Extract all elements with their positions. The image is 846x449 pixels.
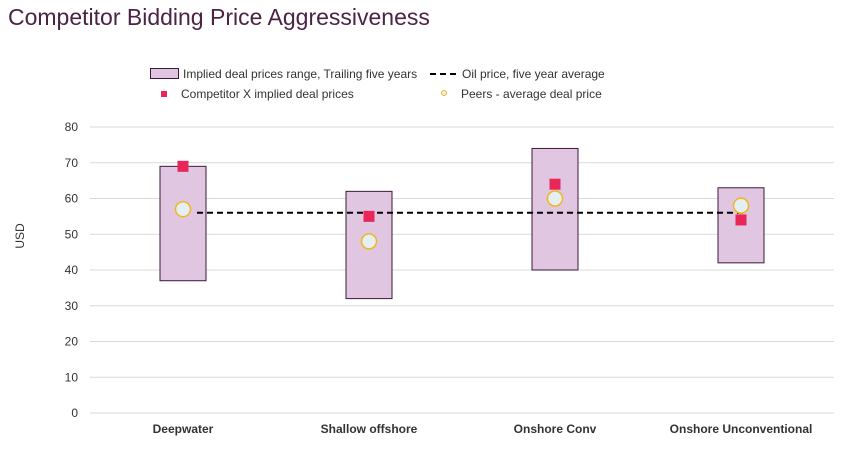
legend-item-peers: Peers - average deal price xyxy=(441,87,602,101)
peers-point xyxy=(174,200,192,218)
y-tick-label: 40 xyxy=(65,263,79,277)
x-category-label: Onshore Conv xyxy=(514,422,597,436)
legend-label-peers: Peers - average deal price xyxy=(461,87,602,101)
peers-point xyxy=(732,197,750,214)
peers-point xyxy=(360,233,378,250)
y-tick-label: 30 xyxy=(65,299,79,313)
legend-swatch-peers xyxy=(441,90,447,96)
competitor-point xyxy=(177,160,189,172)
y-tick-label: 70 xyxy=(65,156,79,170)
legend-swatch-competitor xyxy=(161,91,167,97)
y-tick-label: 50 xyxy=(65,227,79,241)
y-tick-label: 20 xyxy=(65,335,79,349)
legend-item-oil: Oil price, five year average xyxy=(430,67,605,81)
x-category-label: Onshore Unconventional xyxy=(670,422,813,436)
competitor-point xyxy=(363,210,375,222)
range-bar xyxy=(531,147,579,271)
legend-label-range: Implied deal prices range, Trailing five… xyxy=(183,67,418,81)
legend-item-competitor: Competitor X implied deal prices xyxy=(161,87,354,101)
chart-title: Competitor Bidding Price Aggressiveness xyxy=(8,4,430,30)
legend-swatch-range xyxy=(150,68,179,79)
y-tick-label: 10 xyxy=(65,370,79,384)
x-category-label: Deepwater xyxy=(153,422,214,436)
legend-swatch-oil xyxy=(430,73,456,75)
y-tick-label: 80 xyxy=(65,120,79,134)
competitor-point xyxy=(549,178,561,190)
y-tick-label: 0 xyxy=(71,406,78,420)
competitor-point xyxy=(735,214,747,226)
range-bar xyxy=(159,165,207,282)
peers-point xyxy=(546,190,564,207)
legend-item-range: Implied deal prices range, Trailing five… xyxy=(150,67,417,81)
x-category-label: Shallow offshore xyxy=(321,422,418,436)
legend-label-oil: Oil price, five year average xyxy=(462,67,605,81)
legend-label-competitor: Competitor X implied deal prices xyxy=(181,87,354,101)
y-tick-label: 60 xyxy=(65,192,79,206)
